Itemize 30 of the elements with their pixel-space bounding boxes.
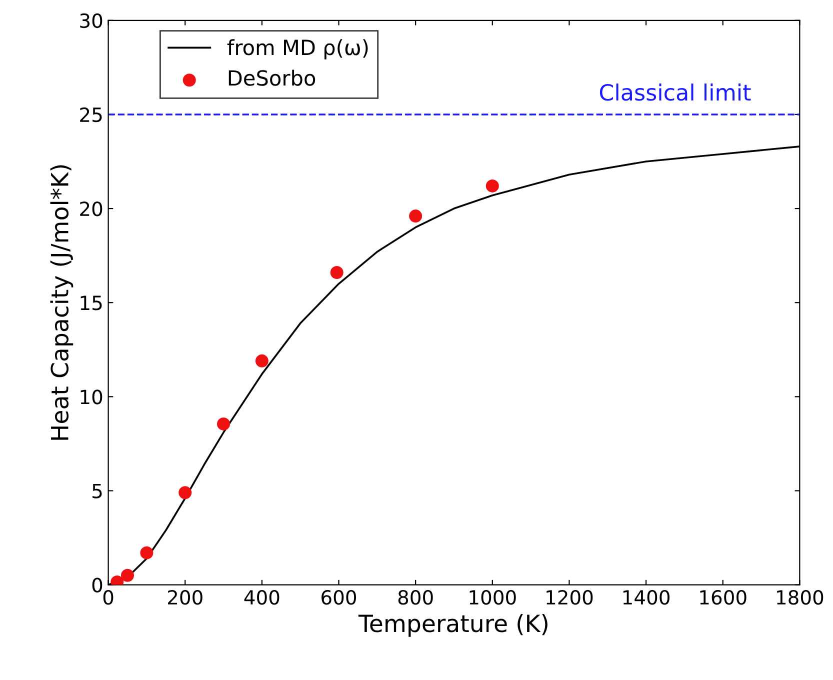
x-tick-label: 1400 [623, 590, 670, 605]
x-tick-label: 1600 [700, 590, 746, 605]
x-tick-label: 0 [103, 590, 114, 605]
point [409, 210, 422, 223]
point [140, 546, 154, 560]
legend-label: from MD ρ(ω) [227, 39, 368, 60]
legend-label: DeSorbo [228, 70, 316, 86]
y-tick-label: 20 [80, 201, 102, 216]
x-tick-label: 600 [322, 590, 356, 605]
y-tick-label: 15 [80, 296, 102, 310]
x-axis-title: Temperature (K) [358, 614, 548, 637]
y-axis-title: Heat Capacity (J/mol*K) [50, 165, 74, 440]
point [217, 417, 230, 430]
x-tick-label: 1000 [470, 590, 516, 605]
x-tick-label: 200 [168, 590, 202, 605]
ref-line-label: Classical limit [600, 84, 751, 101]
y-tick-label: 30 [80, 13, 102, 28]
point [330, 266, 344, 280]
y-tick-label: 0 [92, 578, 102, 592]
x-tick-label: 800 [398, 590, 433, 605]
x-tick-label: 1200 [546, 590, 593, 605]
x-tick-label: 1800 [777, 590, 824, 605]
y-tick-label: 25 [80, 107, 102, 122]
point [486, 179, 499, 192]
y-tick-label: 10 [80, 390, 102, 404]
point [178, 486, 192, 500]
y-tick-label: 5 [92, 484, 102, 498]
point [120, 568, 134, 582]
point [255, 354, 268, 368]
x-tick-label: 400 [244, 590, 280, 605]
